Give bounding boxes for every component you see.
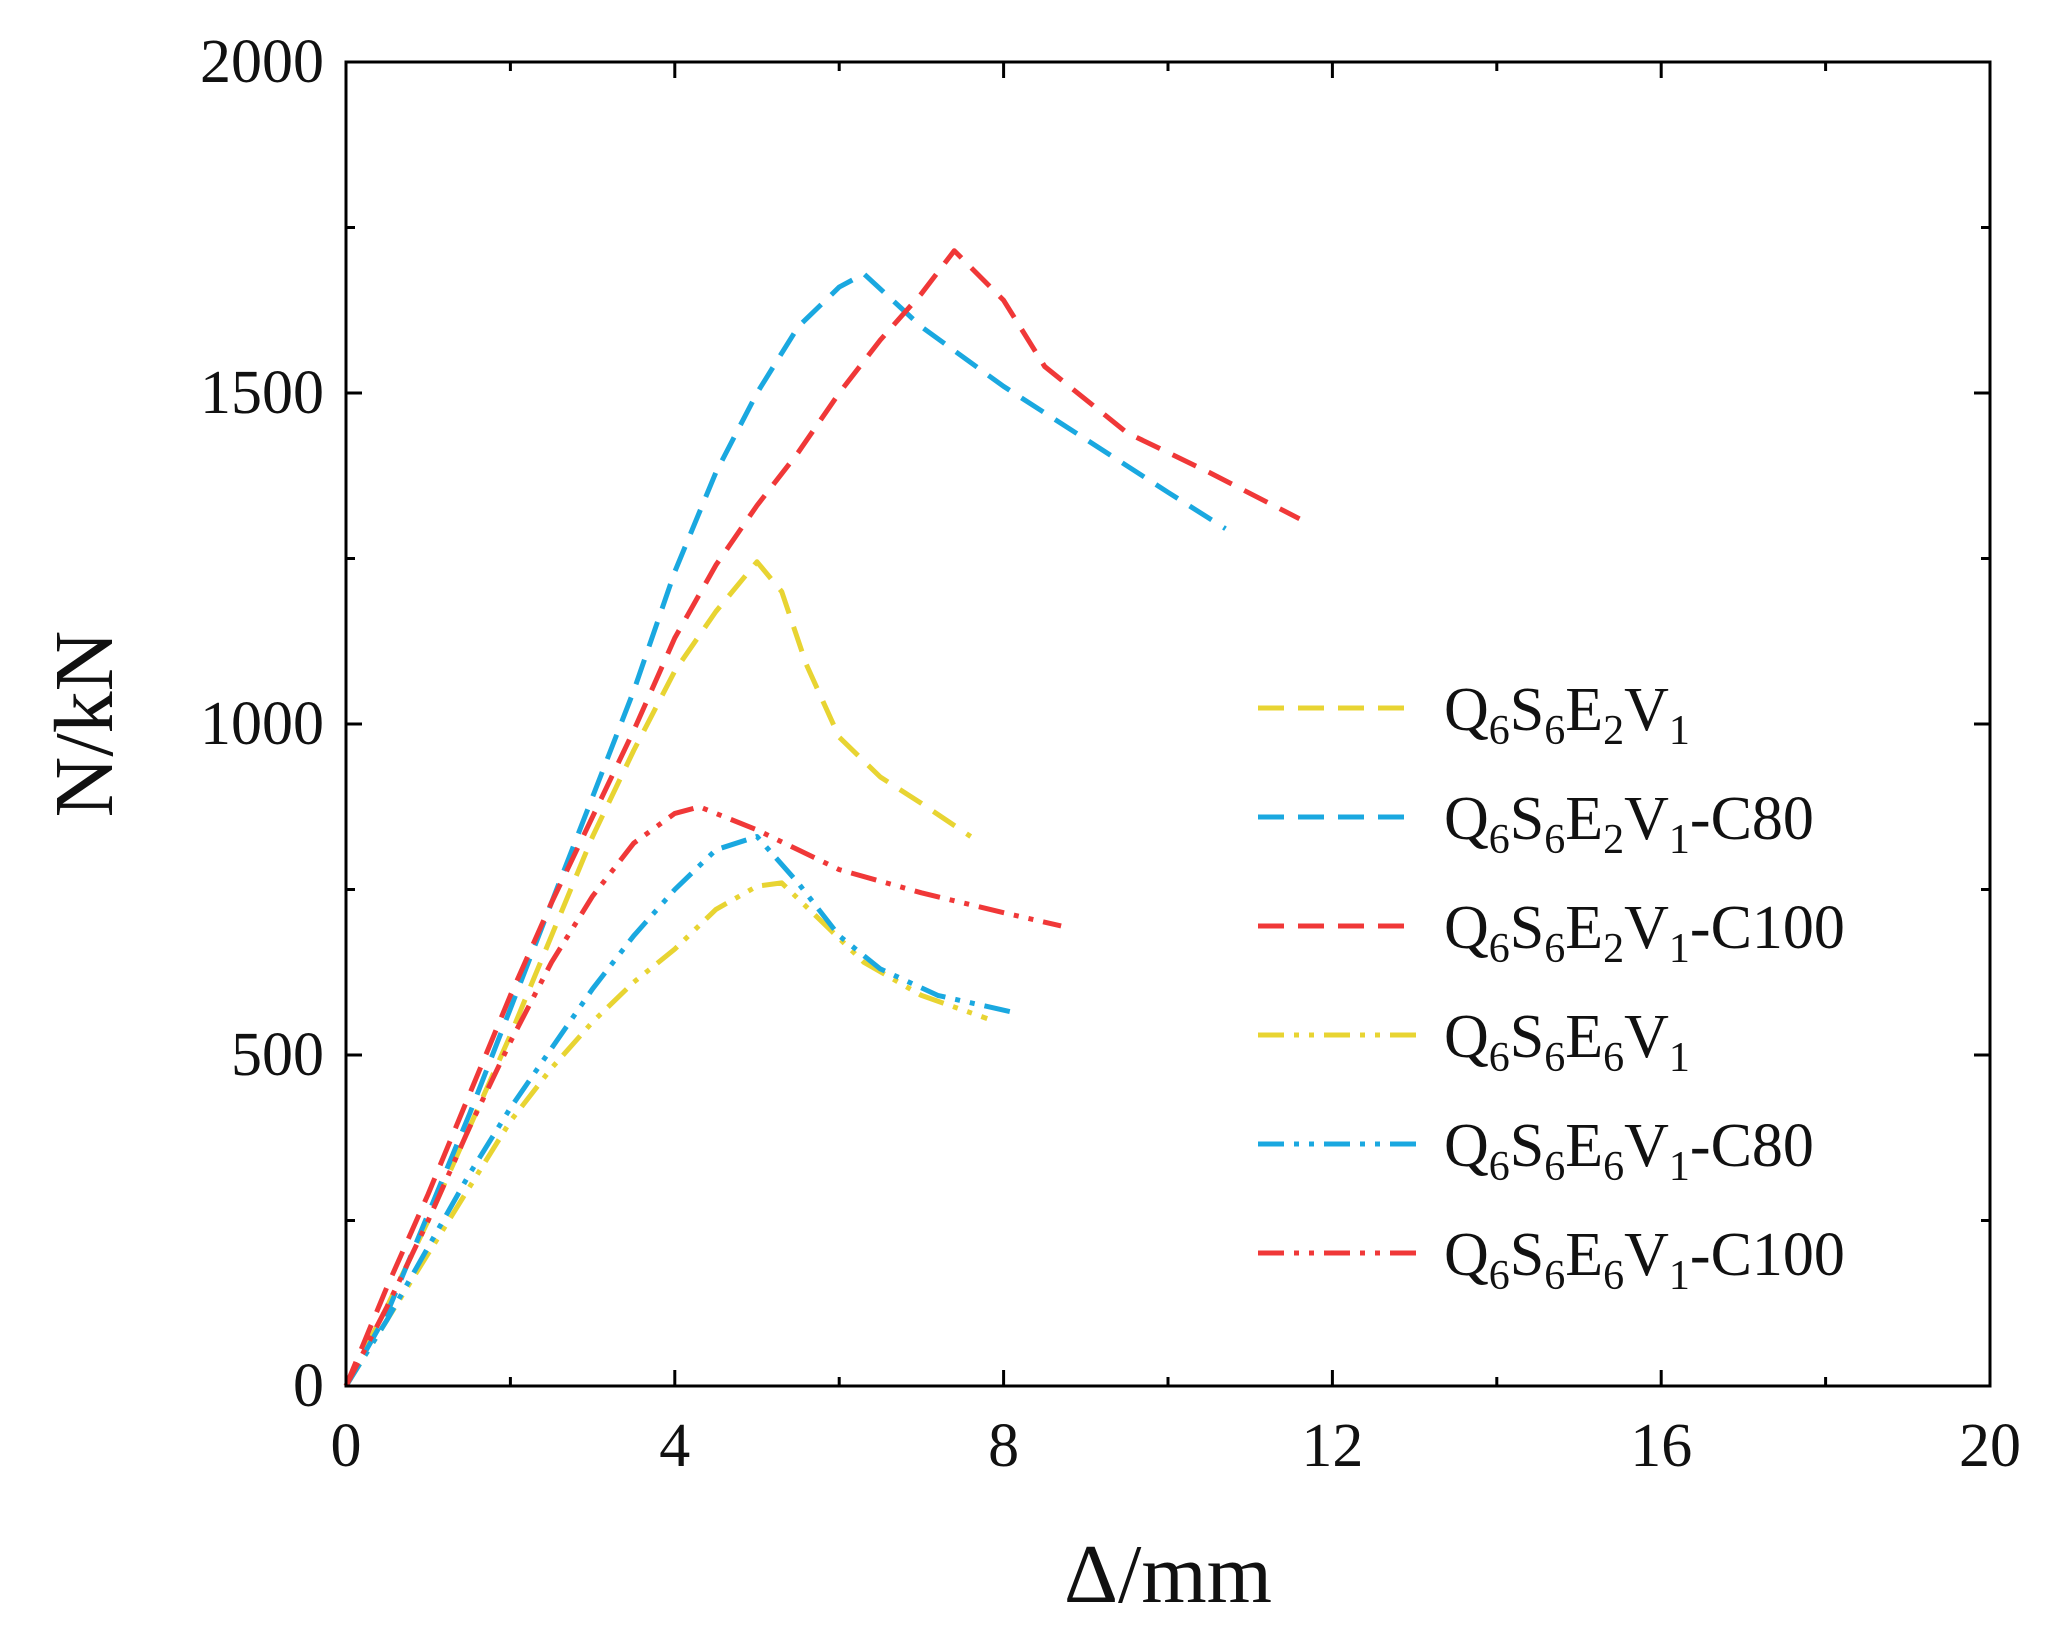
legend-label-3: Q6S6E2V1-C100 <box>1444 894 1845 972</box>
x-tick-label: 16 <box>1630 1412 1692 1480</box>
legend-label-1: Q6S6E2V1 <box>1444 676 1690 754</box>
x-axis-title: Δ/mm <box>1064 1528 1272 1621</box>
y-tick-label: 1000 <box>200 690 324 758</box>
x-tick-label: 0 <box>331 1412 362 1480</box>
legend-label-6: Q6S6E6V1-C100 <box>1444 1221 1845 1299</box>
y-tick-label: 1500 <box>200 359 324 427</box>
legend-label-4: Q6S6E6V1 <box>1444 1003 1690 1081</box>
series-line-2 <box>343 271 1227 1388</box>
y-axis-title: N/kN <box>38 631 131 818</box>
x-tick-label: 12 <box>1301 1412 1363 1480</box>
x-tick-label: 20 <box>1959 1412 2021 1480</box>
series-line-6 <box>343 804 1062 1388</box>
series-line-5 <box>343 834 1013 1388</box>
legend-label-2: Q6S6E2V1-C80 <box>1444 785 1814 863</box>
x-tick-label: 8 <box>988 1412 1019 1480</box>
series-line-4 <box>343 880 989 1388</box>
y-tick-label: 500 <box>231 1021 324 1089</box>
axis-ticks <box>344 60 1992 1388</box>
y-tick-label: 2000 <box>200 28 324 96</box>
legend-label-5: Q6S6E6V1-C80 <box>1444 1112 1814 1190</box>
axis-tick-labels: 0 4 8 12 16 20 0 500 1000 1500 2000 <box>200 28 2021 1480</box>
legend: Q6S6E2V1 Q6S6E2V1-C80 Q6S6E2V1-C100 Q6S6E6V… <box>1258 676 1845 1299</box>
x-tick-label: 4 <box>659 1412 690 1480</box>
y-tick-label: 0 <box>293 1352 324 1420</box>
series-line-3 <box>343 248 1301 1387</box>
plot-lines <box>343 248 1301 1388</box>
